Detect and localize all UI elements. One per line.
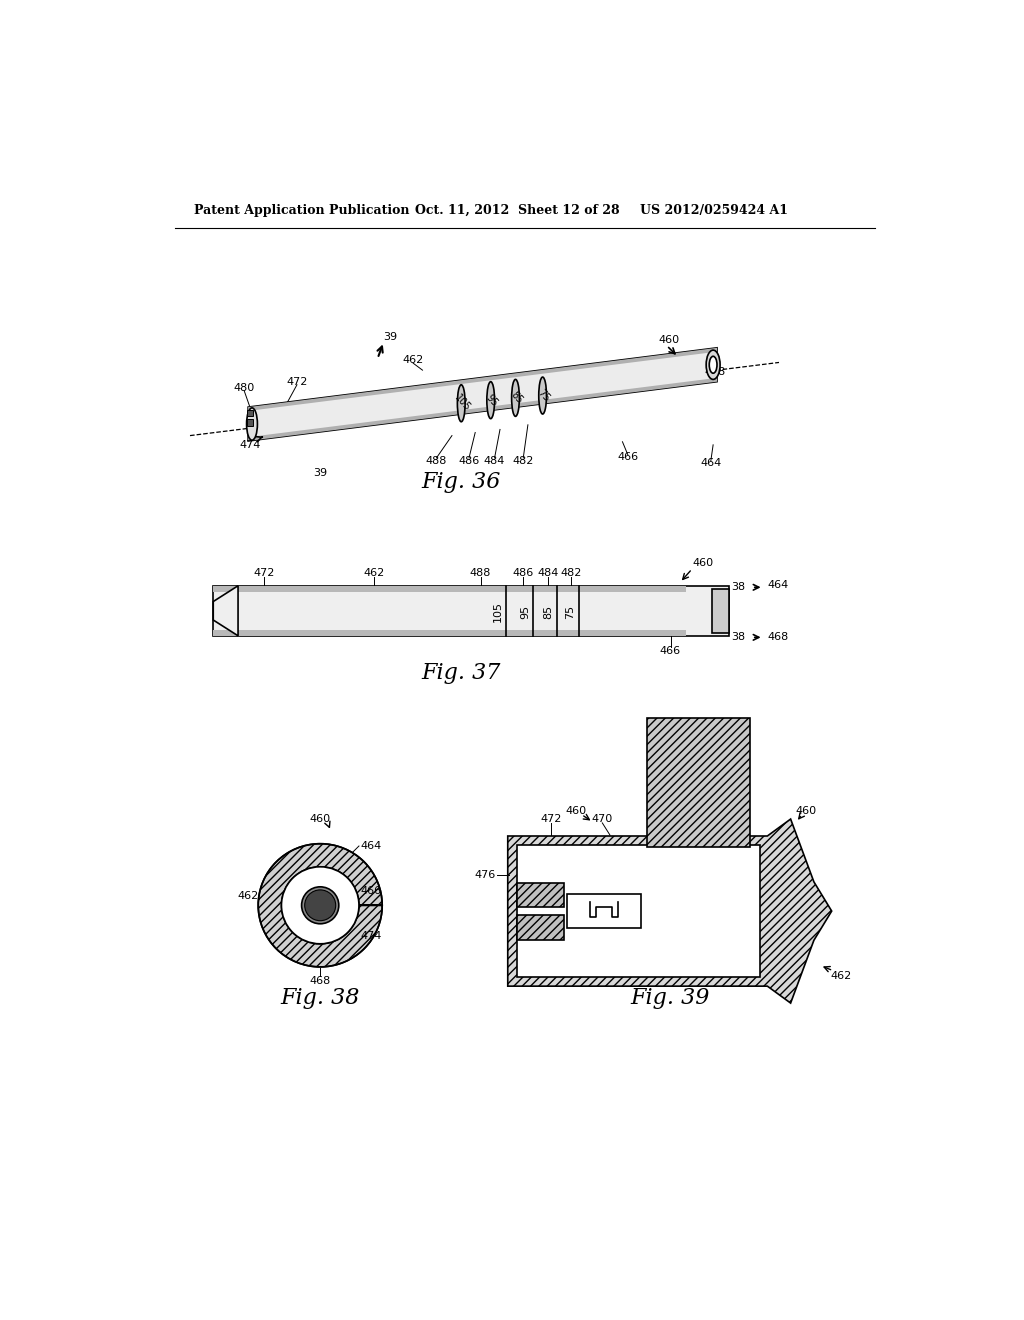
Circle shape: [302, 887, 339, 924]
Text: 466: 466: [617, 453, 638, 462]
Text: 105: 105: [453, 393, 472, 413]
Text: 470: 470: [592, 814, 613, 824]
Text: 460: 460: [658, 335, 680, 345]
Text: 460: 460: [796, 807, 817, 816]
Text: 482: 482: [513, 455, 534, 466]
Text: 474: 474: [360, 931, 382, 941]
Ellipse shape: [512, 379, 519, 416]
Text: 85: 85: [509, 389, 524, 405]
Ellipse shape: [539, 378, 547, 414]
Text: 484: 484: [484, 455, 505, 466]
Text: 85: 85: [543, 605, 553, 619]
Bar: [647, 718, 751, 847]
Text: 486: 486: [459, 455, 479, 466]
Circle shape: [282, 867, 359, 944]
Polygon shape: [248, 348, 717, 441]
Text: 462: 462: [237, 891, 258, 902]
Text: Fig. 37: Fig. 37: [422, 661, 501, 684]
Text: US 2012/0259424 A1: US 2012/0259424 A1: [640, 205, 787, 218]
Text: 466: 466: [360, 887, 382, 896]
Bar: [213, 630, 686, 636]
Text: 486: 486: [513, 568, 534, 578]
Text: 95: 95: [483, 392, 500, 408]
Text: 462: 462: [402, 355, 424, 366]
Text: Patent Application Publication: Patent Application Publication: [194, 205, 410, 218]
Polygon shape: [213, 586, 238, 636]
Text: 488: 488: [426, 455, 447, 466]
Text: 478: 478: [620, 915, 641, 924]
Text: 38: 38: [731, 632, 744, 643]
Polygon shape: [248, 378, 717, 441]
Text: 468: 468: [767, 632, 788, 643]
Text: 95: 95: [520, 605, 529, 619]
Text: 39: 39: [313, 467, 328, 478]
Text: 39: 39: [383, 333, 397, 342]
Text: 482: 482: [560, 568, 582, 578]
Text: 472: 472: [287, 376, 307, 387]
Text: 462: 462: [364, 568, 385, 578]
Bar: [213, 586, 729, 636]
Text: 484: 484: [538, 568, 559, 578]
Text: Oct. 11, 2012  Sheet 12 of 28: Oct. 11, 2012 Sheet 12 of 28: [415, 205, 620, 218]
Text: 460: 460: [309, 814, 331, 824]
Bar: [517, 845, 760, 977]
Text: 460: 460: [692, 557, 714, 568]
Text: 480: 480: [233, 383, 255, 393]
Ellipse shape: [710, 356, 717, 374]
Text: 464: 464: [360, 841, 382, 851]
Bar: [712, 589, 729, 632]
Bar: [517, 883, 563, 907]
Polygon shape: [258, 843, 382, 966]
Bar: [247, 411, 253, 416]
Text: 476: 476: [474, 870, 496, 879]
Text: 75: 75: [565, 605, 575, 619]
Polygon shape: [508, 818, 831, 1003]
Text: Fig. 38: Fig. 38: [281, 987, 359, 1008]
Text: 466: 466: [659, 647, 681, 656]
Text: 462: 462: [830, 972, 852, 981]
Bar: [213, 586, 686, 591]
Ellipse shape: [458, 385, 465, 422]
Text: Fig. 36: Fig. 36: [422, 471, 501, 492]
Bar: [517, 915, 563, 940]
Text: 464: 464: [700, 458, 722, 469]
Ellipse shape: [247, 408, 257, 441]
Text: 75: 75: [536, 388, 551, 404]
Text: Fig. 39: Fig. 39: [631, 987, 711, 1008]
Bar: [567, 894, 641, 928]
Text: 472: 472: [541, 814, 562, 824]
Text: 468: 468: [309, 975, 331, 986]
Text: 105: 105: [493, 601, 503, 622]
Text: 468: 468: [705, 367, 726, 378]
Bar: [247, 420, 253, 425]
Circle shape: [305, 890, 336, 921]
Polygon shape: [248, 348, 717, 411]
Text: 488: 488: [470, 568, 492, 578]
Ellipse shape: [707, 350, 720, 379]
Text: 38: 38: [731, 582, 744, 593]
Text: 474: 474: [240, 440, 261, 450]
Text: 464: 464: [767, 579, 788, 590]
Text: 472: 472: [253, 568, 274, 578]
Text: 460: 460: [565, 807, 587, 816]
Ellipse shape: [486, 381, 495, 418]
